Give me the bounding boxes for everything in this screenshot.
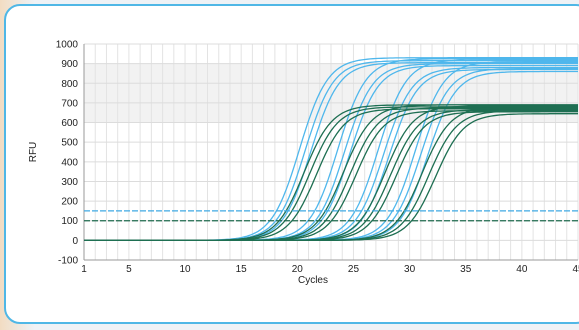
y-tick-label: -100 (58, 256, 78, 267)
y-tick-label: 0 (72, 236, 78, 247)
threshold-lines (84, 210, 578, 222)
x-tick-label: 45 (572, 264, 579, 275)
x-tick-label: 1 (81, 264, 87, 275)
y-tick-label: 400 (61, 157, 78, 168)
amplification-curve (84, 113, 578, 242)
x-tick-label: 5 (126, 264, 132, 275)
tick-labels: 151015202530354045-100010020030040050060… (56, 40, 579, 276)
x-tick-label: 15 (236, 264, 248, 275)
x-tick-label: 40 (516, 264, 528, 275)
y-tick-label: 900 (61, 59, 78, 70)
chart-card: 151015202530354045-100010020030040050060… (4, 4, 579, 324)
y-tick-label: 700 (61, 98, 78, 109)
y-tick-label: 200 (61, 197, 78, 208)
y-tick-label: 600 (61, 118, 78, 129)
y-axis-title: RFU (28, 142, 39, 163)
amplification-chart: 151015202530354045-100010020030040050060… (28, 40, 579, 287)
x-tick-label: 20 (292, 264, 304, 275)
x-tick-label: 30 (404, 264, 416, 275)
axes (83, 44, 578, 261)
y-tick-label: 300 (61, 177, 78, 188)
y-tick-label: 800 (61, 79, 78, 90)
series-group (84, 57, 578, 242)
y-tick-label: 500 (61, 138, 78, 149)
x-tick-label: 25 (348, 264, 360, 275)
x-axis-title: Cycles (298, 275, 328, 286)
y-tick-label: 100 (61, 216, 78, 227)
x-tick-label: 10 (179, 264, 191, 275)
y-tick-label: 1000 (56, 40, 79, 51)
x-tick-label: 35 (460, 264, 472, 275)
